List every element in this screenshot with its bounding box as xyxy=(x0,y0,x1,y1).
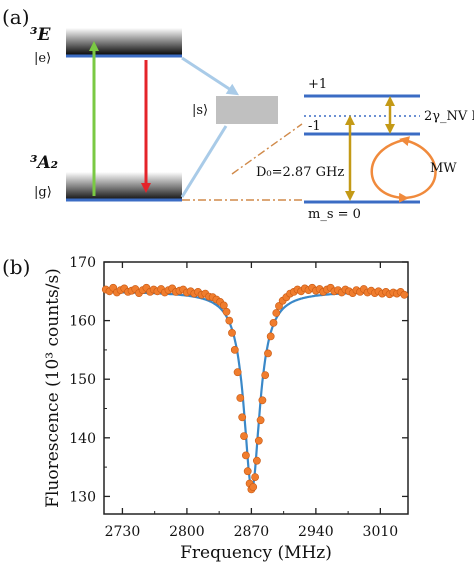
data-point xyxy=(275,302,283,310)
plot-frame xyxy=(103,261,409,515)
singlet-ket-label: |s⟩ xyxy=(192,103,208,118)
data-point xyxy=(225,316,234,325)
data-point xyxy=(266,332,275,341)
data-point xyxy=(252,456,261,465)
y-tick-label: 170 xyxy=(69,255,96,271)
data-point xyxy=(230,345,239,354)
ground-term-label: ³A₂ xyxy=(30,153,58,173)
panel-a: (a) ³E |e⟩ ³A₂ |g⟩ |s⟩ +1 -1 m_s = 0 xyxy=(2,5,474,222)
data-point xyxy=(256,416,265,425)
data-point xyxy=(251,473,259,481)
y-tick-label: 130 xyxy=(69,489,96,505)
data-points xyxy=(101,283,409,494)
panel-a-label: (a) xyxy=(2,5,30,29)
zfs-label: D₀=2.87 GHz xyxy=(256,165,344,180)
excited-term-label: ³E xyxy=(30,25,51,45)
excited-state-band xyxy=(66,28,182,56)
ground-state-band xyxy=(66,172,182,200)
isc-arrow-down xyxy=(181,56,240,96)
ms-zero-label: m_s = 0 xyxy=(308,207,361,222)
data-point xyxy=(254,436,263,445)
singlet-state-box xyxy=(216,96,278,124)
data-point xyxy=(258,396,267,405)
data-point xyxy=(261,371,270,379)
plus-one-label: +1 xyxy=(308,77,327,92)
data-point xyxy=(243,467,252,476)
data-point xyxy=(241,451,250,460)
mw-arrow-left xyxy=(370,138,409,203)
x-tick-label: 2940 xyxy=(298,524,334,540)
x-tick-label: 2870 xyxy=(234,524,270,540)
zoom-connector-upper xyxy=(231,123,303,175)
x-tick-labels: 2730 2800 2870 2940 3010 xyxy=(105,524,399,540)
data-point xyxy=(400,290,409,299)
data-point xyxy=(272,309,281,317)
data-point xyxy=(222,307,231,316)
mw-arrow-right xyxy=(399,136,437,200)
y-axis-label: Fluorescence (10³ counts/s) xyxy=(43,268,63,508)
isc-arrow-return xyxy=(180,125,228,198)
y-tick-label: 160 xyxy=(69,314,96,330)
excited-ket-label: |e⟩ xyxy=(34,51,51,66)
mw-label: MW xyxy=(430,161,457,176)
zeeman-label: 2γ_NV B xyxy=(424,109,474,124)
panel-b-label: (b) xyxy=(2,255,30,279)
data-point xyxy=(233,368,242,377)
data-point xyxy=(228,328,236,337)
ground-ket-label: |g⟩ xyxy=(34,185,52,200)
data-point xyxy=(236,394,245,402)
data-point xyxy=(249,483,258,491)
y-tick-label: 140 xyxy=(69,431,96,447)
x-tick-label: 2730 xyxy=(105,524,141,540)
data-point xyxy=(238,413,247,422)
data-point xyxy=(240,432,248,440)
x-tick-label: 3010 xyxy=(363,524,399,540)
data-point xyxy=(269,318,278,327)
minus-one-label: -1 xyxy=(308,119,321,134)
x-axis-label: Frequency (MHz) xyxy=(180,543,332,563)
x-tick-label: 2800 xyxy=(169,524,205,540)
y-tick-label: 150 xyxy=(69,372,96,388)
y-tick-labels: 130 140 150 160 170 xyxy=(69,255,96,505)
panel-b: (b) 2730 2800 2870 2940 3010 130 140 150 160 170… xyxy=(2,255,409,563)
data-point xyxy=(264,349,272,358)
